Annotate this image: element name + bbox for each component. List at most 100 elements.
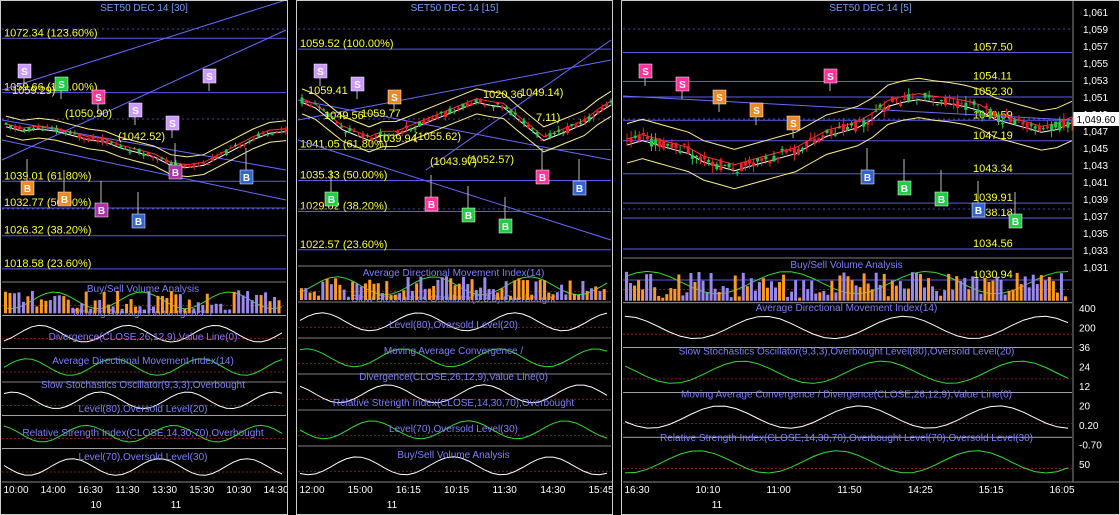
sell-signal-marker[interactable] bbox=[823, 68, 838, 84]
candle-body bbox=[491, 106, 495, 108]
y-tick-label: 1,053 bbox=[1083, 76, 1108, 87]
volume-bar bbox=[268, 301, 272, 314]
chart-15min-svg[interactable]: SET50 DEC 14 [15]1059.52 (100.00%)1041.0… bbox=[296, 0, 613, 515]
fib-level-label: 1059.52 (100.00%) bbox=[300, 38, 394, 50]
buy-signal-marker[interactable] bbox=[20, 180, 35, 196]
candle-body bbox=[77, 134, 81, 139]
indicator-label: Buy/Sell Volume Analysis bbox=[397, 450, 509, 461]
candle-body bbox=[829, 130, 833, 136]
volume-bar bbox=[862, 273, 866, 301]
volume-bar bbox=[75, 307, 79, 314]
indicator-label: Buy/Sell Volume Analysis bbox=[87, 284, 199, 295]
chart-30min-svg[interactable]: SET50 DEC 14 [30] 1072.34 (123.60%) 1059.6… bbox=[0, 0, 288, 515]
candle-body bbox=[1062, 119, 1066, 128]
volume-bar bbox=[530, 294, 534, 300]
chart-panel-15min[interactable]: SET50 DEC 14 [15] 1059.52 (100.00%) 1041.0… bbox=[296, 0, 613, 515]
volume-bar bbox=[959, 280, 963, 301]
fib-level-label: 1022.57 (23.60%) bbox=[300, 239, 387, 251]
buy-signal-marker[interactable] bbox=[168, 164, 183, 180]
candle-body bbox=[690, 154, 694, 159]
sell-signal-marker[interactable] bbox=[128, 102, 143, 118]
volume-bar bbox=[84, 291, 88, 314]
volume-bar bbox=[906, 288, 910, 301]
time-tick-label: 16:15 bbox=[396, 485, 421, 496]
time-tick-label: 14:30 bbox=[540, 485, 565, 496]
volume-bar bbox=[874, 272, 878, 301]
volume-bar bbox=[30, 290, 34, 314]
buy-signal-marker[interactable] bbox=[461, 207, 476, 223]
trend-line bbox=[425, 39, 612, 171]
volume-bar bbox=[406, 277, 410, 300]
candle-body bbox=[361, 133, 365, 138]
buy-signal-marker[interactable] bbox=[498, 218, 513, 234]
buy-signal-marker[interactable] bbox=[535, 169, 550, 185]
buy-signal-marker[interactable] bbox=[324, 191, 339, 207]
sell-signal-marker[interactable] bbox=[91, 89, 106, 105]
volume-bar bbox=[947, 273, 951, 301]
sell-signal-marker[interactable] bbox=[54, 76, 69, 92]
volume-bar bbox=[223, 309, 227, 314]
buy-signal-marker[interactable] bbox=[239, 169, 254, 185]
sell-signal-marker[interactable] bbox=[350, 76, 365, 92]
volume-bar bbox=[830, 280, 834, 301]
sell-signal-marker[interactable] bbox=[313, 63, 328, 79]
volume-bar bbox=[363, 283, 367, 300]
candle-body bbox=[344, 132, 348, 134]
sell-signal-marker[interactable] bbox=[165, 115, 180, 131]
buy-signal-marker[interactable] bbox=[424, 196, 439, 212]
chart-5min-svg[interactable]: SET50 DEC 14 [5] 1057.50 1054.11 1052.30 104… bbox=[621, 0, 1120, 515]
indicator-label: Divergence(CLOSE,26,12,9),Value Line(0) bbox=[49, 332, 238, 343]
buy-signal-marker[interactable] bbox=[94, 202, 109, 218]
sell-signal-marker[interactable] bbox=[17, 63, 32, 79]
sell-signal-marker[interactable] bbox=[749, 102, 764, 118]
candle-body bbox=[837, 127, 841, 129]
volume-bar bbox=[564, 294, 568, 300]
sell-signal-marker[interactable] bbox=[638, 63, 653, 79]
buy-signal-marker[interactable] bbox=[934, 191, 949, 207]
y-tick-label: 1,055 bbox=[1083, 59, 1108, 70]
sell-signal-marker[interactable] bbox=[387, 89, 402, 105]
candle-body bbox=[544, 135, 548, 137]
volume-bar bbox=[453, 285, 457, 300]
candle-body bbox=[809, 137, 813, 140]
buy-signal-marker[interactable] bbox=[131, 213, 146, 229]
candle-body bbox=[866, 121, 870, 125]
buy-signal-marker[interactable] bbox=[572, 180, 587, 196]
sell-signal-marker[interactable] bbox=[202, 68, 217, 84]
candle-body bbox=[743, 161, 747, 166]
candle-body bbox=[275, 131, 279, 133]
buy-signal-marker[interactable] bbox=[57, 191, 72, 207]
volume-bar bbox=[927, 278, 931, 301]
volume-bar bbox=[665, 294, 669, 301]
sell-signal-marker[interactable] bbox=[786, 115, 801, 131]
buy-signal-marker[interactable] bbox=[860, 169, 875, 185]
chart-panel-30min[interactable]: SET50 DEC 14 [30] 1072.34 (123.60%) 1059.6… bbox=[0, 0, 288, 515]
candle-body bbox=[13, 126, 17, 129]
candle-body bbox=[151, 156, 155, 158]
signal-label: B bbox=[135, 217, 142, 228]
sell-signal-marker[interactable] bbox=[712, 89, 727, 105]
candle-body bbox=[1066, 121, 1070, 128]
candle-body bbox=[939, 100, 943, 102]
indicator-line bbox=[624, 405, 1069, 429]
buy-signal-marker[interactable] bbox=[1008, 213, 1023, 229]
candle-body bbox=[73, 133, 77, 135]
candle-body bbox=[110, 142, 114, 144]
candle-body bbox=[1046, 126, 1050, 129]
indicator-line bbox=[3, 391, 283, 410]
volume-bar bbox=[709, 272, 713, 301]
volume-bar bbox=[143, 309, 146, 314]
candle-body bbox=[600, 107, 604, 111]
candle-body bbox=[723, 164, 727, 166]
chart-panel-5min[interactable]: SET50 DEC 14 [5] 1057.50 1054.11 1052.30 104… bbox=[621, 0, 1120, 515]
volume-bar bbox=[967, 289, 971, 301]
candle-body bbox=[270, 134, 274, 136]
buy-signal-marker[interactable] bbox=[897, 180, 912, 196]
signal-label: B bbox=[539, 173, 546, 184]
buy-signal-marker[interactable] bbox=[971, 202, 986, 218]
sell-signal-marker[interactable] bbox=[675, 76, 690, 92]
volume-bar bbox=[810, 280, 814, 301]
candle-body bbox=[215, 156, 219, 158]
y-tick-label: 1,057 bbox=[1083, 42, 1108, 53]
volume-bar bbox=[102, 291, 106, 314]
